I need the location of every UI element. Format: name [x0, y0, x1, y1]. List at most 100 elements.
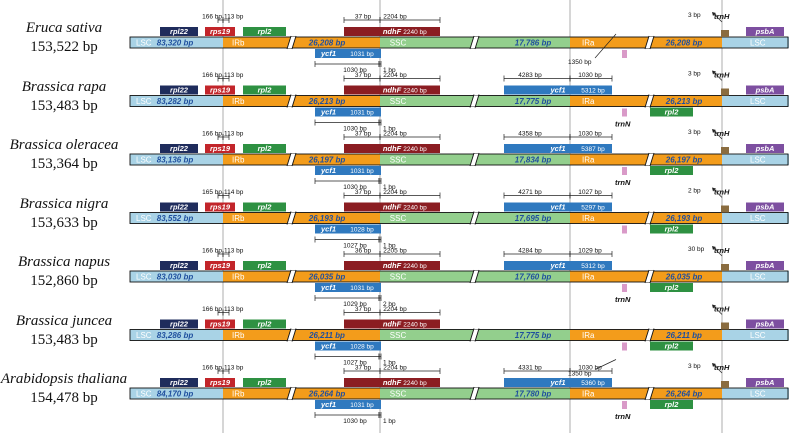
ycf1-ira-gene-label: ycf1 — [549, 144, 565, 153]
region-label-lsc-right: LSC — [750, 214, 766, 223]
rpl2-gene: rpl2 — [243, 27, 286, 36]
irb-region — [223, 212, 380, 224]
trnN-gene — [622, 167, 627, 175]
rps19-right-distance: 113 bp — [224, 248, 244, 255]
lsc-length: 83,552 bp — [157, 214, 194, 223]
ycf1-ira-left-distance: 4358 bp — [518, 131, 542, 138]
ssc-length: 17,780 bp — [515, 390, 552, 399]
rpl2-ira-gene-box — [650, 283, 693, 292]
rpl2-gene-label: rpl2 — [258, 85, 273, 94]
trnH-arrowhead — [712, 187, 716, 192]
trnH-gene — [721, 264, 729, 271]
ndhF-length: 2240 bp — [403, 146, 427, 153]
ira-callout-distance: 1350 bp — [568, 59, 592, 66]
trnH-arrowhead — [712, 70, 716, 75]
irb-region — [223, 329, 380, 341]
ycf1-ira-right-distance: 1030 bp — [578, 72, 602, 79]
bar-outline — [129, 36, 789, 49]
region-label-irb: IRb — [232, 390, 245, 399]
ndhF-gene-box — [344, 85, 440, 95]
genome-length: 153,483 bp — [30, 331, 98, 348]
rpl22-gene: rpl22 — [160, 202, 198, 212]
rps19-gene-label: rps19 — [210, 85, 231, 94]
ira-length: 26,213 bp — [665, 97, 703, 106]
ndhF-right-distance: 2205 bp — [383, 248, 407, 255]
ycf1-ira-gene-label: ycf1 — [549, 85, 565, 94]
region-label-ira: IRa — [582, 331, 595, 340]
region-label-irb: IRb — [232, 97, 245, 106]
ycf1-irb-gene-label: ycf1 — [320, 49, 336, 58]
lsc-region — [130, 329, 223, 341]
ycf1-irb-gene: ycf1 — [315, 224, 381, 234]
irb-length: 26,035 bp — [308, 273, 346, 282]
species-name: Brassica nigra — [19, 195, 109, 212]
ycf1-irb-gene: ycf1 — [315, 400, 381, 409]
rpl2-gene: rpl2 — [243, 378, 286, 387]
ycf1-irb-gene: ycf1 — [315, 107, 381, 117]
ndhF-gene-box — [344, 202, 440, 212]
ssc-length: 17,760 bp — [515, 273, 552, 282]
region-label-lsc: LSC — [136, 214, 152, 223]
trnH-distance: 3 bp — [688, 363, 701, 370]
trnH-label: trnH — [714, 363, 730, 372]
genome-length: 153,522 bp — [30, 39, 98, 55]
region-label-lsc-right: LSC — [750, 390, 766, 399]
psbA-gene: psbA — [746, 144, 784, 153]
ycf1-ira-gene-box — [504, 144, 612, 153]
rpl2-gene: rpl2 — [243, 261, 286, 270]
psbA-gene-label: psbA — [755, 202, 775, 211]
break-mark — [644, 94, 655, 108]
rpl2-gene: rpl2 — [243, 85, 286, 95]
ndhF-gene: ndhF — [344, 85, 440, 95]
species-name: Brassica rapa — [21, 78, 107, 95]
bar-outline — [129, 212, 789, 224]
rps19-right-distance: 113 bp — [224, 306, 244, 313]
rpl22-gene-box — [160, 378, 198, 387]
rpl22-gene-label: rpl22 — [170, 378, 189, 387]
rpl2-gene-box — [243, 27, 286, 36]
break-mark — [286, 94, 297, 108]
psbA-gene-label: psbA — [755, 378, 775, 387]
ycf1-irb-below-right: 1 bp — [383, 67, 396, 74]
rpl2-gene-label: rpl2 — [258, 144, 273, 153]
region-label-ssc: SSC — [390, 331, 407, 340]
region-label-ira: IRa — [582, 273, 595, 282]
ycf1-irb-below-left: 1030 bp — [343, 418, 367, 425]
psbA-gene-box — [746, 85, 784, 95]
ira-region — [570, 212, 722, 224]
ycf1-irb-length: 1031 bp — [350, 109, 374, 116]
ycf1-ira-left-distance: 4284 bp — [518, 248, 542, 255]
rpl22-gene-box — [160, 27, 198, 36]
break-mark — [286, 269, 297, 284]
break-mark — [644, 152, 655, 167]
ndhF-gene-box — [344, 319, 440, 329]
break-mark — [469, 35, 480, 50]
ndhF-right-distance: 2204 bp — [383, 131, 407, 138]
ycf1-ira-length: 5312 bp — [581, 263, 605, 270]
rpl2-ira-gene: rpl2 — [650, 283, 693, 292]
lsc-region-right — [722, 37, 789, 48]
rps19-gene-label: rps19 — [210, 202, 231, 211]
ycf1-irb-gene-label: ycf1 — [320, 283, 336, 292]
break-mark — [469, 152, 480, 167]
trnH-distance: 3 bp — [688, 129, 701, 136]
trnN-label: trnN — [615, 178, 631, 187]
trnH-label: trnH — [714, 12, 730, 21]
ira-region — [570, 37, 722, 48]
ndhF-length: 2240 bp — [403, 380, 427, 387]
region-label-irb: IRb — [232, 39, 245, 48]
rps19-gene-label: rps19 — [210, 261, 231, 270]
rps19-left-distance: 166 bp — [202, 72, 222, 79]
irb-region — [223, 154, 380, 165]
region-label-lsc: LSC — [136, 273, 152, 282]
region-label-lsc-right: LSC — [750, 39, 766, 48]
rps19-left-distance: 165 bp — [202, 189, 222, 196]
region-label-lsc: LSC — [136, 331, 152, 340]
rps19-gene-label: rps19 — [210, 378, 231, 387]
ycf1-ira-gene-label: ycf1 — [549, 378, 565, 387]
rps19-gene-box — [205, 85, 235, 95]
lsc-region — [130, 271, 223, 282]
ycf1-ira-length: 5387 bp — [581, 146, 605, 153]
rpl22-gene-label: rpl22 — [170, 202, 189, 211]
rpl2-gene-label: rpl2 — [258, 202, 273, 211]
